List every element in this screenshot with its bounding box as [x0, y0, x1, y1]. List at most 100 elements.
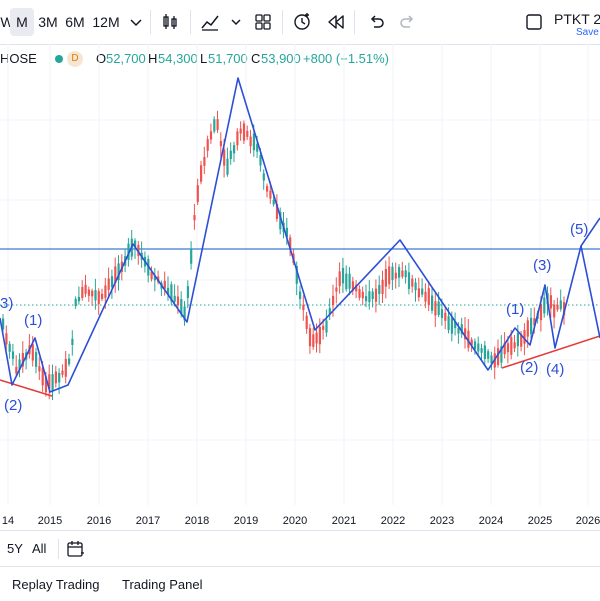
candle-body — [163, 280, 166, 289]
x-tick-label: 2025 — [528, 515, 552, 527]
toolbar-separator — [150, 10, 151, 34]
candle-body — [345, 273, 348, 290]
candle-body — [272, 199, 275, 205]
candle-body — [487, 351, 490, 359]
candle-body — [104, 285, 107, 298]
wave-label: (2) — [520, 359, 538, 376]
candle-body — [533, 318, 536, 326]
candle-body — [61, 370, 64, 375]
candle-body — [58, 372, 61, 383]
candle-body — [183, 306, 186, 321]
candle-body — [308, 328, 312, 347]
candle-body — [388, 266, 391, 285]
candle-body — [223, 149, 226, 166]
range-all[interactable]: All — [32, 541, 47, 556]
candle-body — [384, 268, 387, 287]
fullscreen-icon[interactable] — [524, 12, 544, 32]
low-value: 51,700 — [208, 51, 248, 66]
top-toolbar: W M 3M 6M 12M PTKT 2C Save — [0, 0, 600, 45]
interval-6m[interactable]: 6M — [65, 14, 85, 30]
wave-label: (1) — [24, 312, 42, 329]
alert-icon[interactable] — [292, 12, 312, 32]
candle-body — [480, 348, 483, 353]
candle-body — [18, 359, 21, 370]
price-chart[interactable]: 3) (1) (2) (1) (2) (3) (4) (5) 14 2015 2016 2017 20… — [0, 44, 600, 530]
wave-line-end[interactable] — [580, 245, 600, 339]
candle-body — [437, 301, 440, 315]
candle-body — [114, 266, 117, 283]
candle-body — [302, 304, 305, 311]
candles-icon[interactable] — [160, 12, 180, 32]
indicators-icon[interactable] — [200, 12, 220, 32]
candles — [2, 110, 566, 401]
candle-body — [312, 334, 315, 347]
candle-body — [101, 293, 104, 299]
candle-body — [246, 130, 249, 137]
candle-body — [444, 312, 447, 321]
undo-icon[interactable] — [366, 12, 386, 32]
candle-body — [563, 302, 566, 316]
candle-body — [520, 334, 523, 347]
candle-body — [71, 338, 74, 345]
candle-body — [81, 287, 84, 298]
interval-m[interactable]: M — [10, 8, 34, 36]
candle-body — [358, 289, 361, 298]
candle-body — [450, 317, 453, 334]
candle-body — [523, 330, 526, 344]
candle-body — [279, 211, 282, 230]
candle-body — [355, 284, 358, 292]
candle-body — [338, 271, 341, 287]
candle-body — [539, 304, 543, 321]
tab-trading-panel[interactable]: Trading Panel — [122, 577, 203, 592]
interval-12m[interactable]: 12M — [92, 14, 120, 30]
layouts-icon[interactable] — [253, 12, 273, 32]
candle-body — [285, 227, 288, 238]
support-line-right — [501, 335, 600, 369]
candle-body — [249, 136, 252, 147]
candle-body — [497, 348, 500, 366]
candle-body — [64, 358, 67, 377]
candle-body — [74, 298, 77, 307]
candle-body — [318, 326, 321, 345]
candle-body — [447, 316, 450, 331]
candle-body — [467, 330, 470, 348]
candle-body — [490, 355, 493, 364]
candle-body — [170, 284, 173, 302]
chart-grid — [0, 44, 600, 505]
candle-body — [417, 288, 420, 298]
exchange-label: HOSE — [0, 51, 37, 66]
candle-body — [5, 333, 8, 345]
candle-body — [506, 343, 510, 353]
candle-body — [374, 288, 378, 302]
x-tick-label: 2022 — [381, 515, 405, 527]
candle-body — [401, 270, 404, 277]
interval-chevron-icon[interactable] — [126, 12, 146, 32]
ticker-label[interactable]: PTKT 2C — [554, 11, 600, 27]
high-label: H — [148, 51, 158, 66]
range-5y[interactable]: 5Y — [7, 541, 23, 556]
interval-badge: D — [67, 51, 83, 67]
candle-body — [543, 297, 546, 314]
replay-icon[interactable] — [326, 12, 346, 32]
wave-line[interactable] — [0, 77, 600, 393]
candle-body — [150, 271, 153, 280]
candle-body — [252, 133, 255, 151]
candle-body — [424, 291, 427, 302]
candle-body — [97, 291, 100, 305]
chevron-down-icon[interactable] — [226, 12, 246, 32]
low-label: L — [200, 51, 208, 66]
save-button[interactable]: Save — [576, 27, 599, 38]
interval-3m[interactable]: 3M — [38, 14, 58, 30]
calendar-icon[interactable] — [66, 539, 86, 559]
tab-replay-trading[interactable]: Replay Trading — [12, 577, 100, 592]
candle-body — [556, 304, 559, 310]
candle-body — [87, 289, 90, 296]
candle-body — [513, 342, 516, 349]
candle-body — [2, 318, 5, 330]
candle-body — [226, 158, 229, 175]
x-tick-label: 2024 — [479, 515, 503, 527]
candle-body — [341, 267, 345, 284]
redo-icon[interactable] — [398, 12, 418, 32]
candle-body — [206, 139, 209, 151]
candle-body — [216, 119, 219, 130]
